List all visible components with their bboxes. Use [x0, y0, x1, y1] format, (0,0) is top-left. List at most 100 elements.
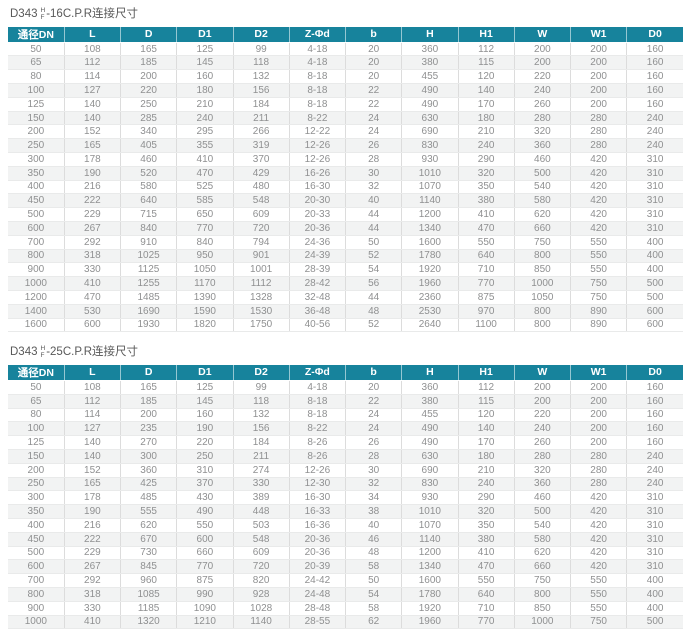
table-cell: 125: [176, 380, 234, 395]
table-cell: 28-42: [289, 276, 347, 291]
table-cell: 12-26: [289, 138, 347, 153]
table-cell: 200: [570, 69, 628, 85]
column-header: b: [345, 364, 403, 381]
table-cell: 930: [401, 490, 459, 506]
fraction-top: H: [40, 345, 46, 353]
table-cell: 290: [458, 490, 515, 506]
table-cell: 165: [120, 380, 178, 395]
table-cell: 550: [570, 587, 628, 602]
table-cell: 1200: [8, 290, 65, 305]
table-cell: 190: [64, 166, 122, 181]
table-cell: 503: [233, 518, 290, 533]
column-header: H1: [458, 26, 515, 43]
table-cell: 1780: [401, 249, 459, 264]
table-row: 100 127 235 190 156 8-22 24 490 140 240 200 160: [8, 421, 683, 437]
table-cell: 930: [401, 152, 459, 167]
table-cell: 600: [626, 304, 683, 319]
table-cell: 20-39: [289, 559, 347, 575]
title-suffix: -25C.P.R连接尺寸: [46, 346, 139, 359]
table-cell: 370: [233, 152, 290, 167]
table-cell: 229: [64, 207, 122, 222]
table-cell: 320: [514, 124, 572, 140]
table-row: 450 222 670 600 548 20-36 46 1140 380 580 420 310: [8, 532, 683, 547]
table-cell: 240: [176, 111, 234, 126]
table-cell: 1920: [401, 262, 459, 278]
table-cell: 580: [120, 180, 178, 195]
table-cell: 250: [8, 138, 65, 153]
table-cell: 1390: [176, 290, 234, 305]
table-cell: 200: [570, 421, 628, 437]
table-cell: 40: [345, 518, 403, 533]
table-cell: 1000: [8, 276, 65, 291]
pn25-table-section: D343 H F -25C.P.R连接尺寸 通径DN L D D1 D2 Z-Φd b H H1…: [8, 346, 683, 630]
table-row: 600 267 845 770 720 20-39 58 1340 470 660 420 310: [8, 559, 683, 575]
table-cell: 600: [8, 221, 65, 236]
table-cell: 184: [233, 435, 290, 450]
table-cell: 200: [570, 97, 628, 112]
table-cell: 32: [345, 477, 403, 492]
table-cell: 400: [8, 518, 65, 533]
table-row: 700 292 910 840 794 24-36 50 1600 550 750 550 400: [8, 235, 683, 250]
table-cell: 800: [514, 318, 572, 333]
table-cell: 609: [233, 207, 290, 222]
table-cell: 480: [233, 180, 290, 195]
table-cell: 12-26: [289, 463, 347, 478]
table-cell: 40-56: [289, 318, 347, 333]
table-cell: 1000: [514, 276, 572, 291]
table-cell: 50: [8, 380, 65, 395]
table-cell: 1070: [401, 518, 459, 533]
table-header: 通径DN L D D1 D2 Z-Φd b H H1 W W1 D0: [8, 26, 683, 43]
pn25-table-title: D343 H F -25C.P.R连接尺寸: [10, 346, 683, 360]
table-cell: 928: [233, 587, 290, 602]
table-cell: 410: [64, 615, 122, 630]
table-row: 1400 530 1690 1590 1530 36-48 48 2530 970 800 890 6…: [8, 304, 683, 319]
table-cell: 50: [345, 573, 403, 588]
table-cell: 550: [570, 235, 628, 250]
table-cell: 600: [64, 318, 122, 333]
table-row: 400 216 620 550 503 16-36 40 1070 350 540 420 310: [8, 518, 683, 533]
table-cell: 1920: [401, 601, 459, 616]
table-cell: 1255: [120, 276, 178, 291]
table-cell: 580: [514, 532, 572, 547]
table-cell: 500: [626, 615, 683, 630]
table-cell: 1530: [233, 304, 290, 319]
table-cell: 216: [64, 518, 122, 533]
table-cell: 320: [458, 166, 515, 181]
table-cell: 20-36: [289, 546, 347, 561]
table-cell: 450: [8, 532, 65, 547]
table-cell: 120: [458, 69, 515, 85]
table-cell: 280: [570, 124, 628, 140]
table-row: 350 190 520 470 429 16-26 30 1010 320 500 420 310: [8, 166, 683, 181]
table-row: 450 222 640 585 548 20-30 40 1140 380 580 420 310: [8, 193, 683, 209]
table-cell: 320: [514, 463, 572, 478]
table-cell: 318: [64, 249, 122, 264]
table-cell: 28-55: [289, 615, 347, 630]
column-header: b: [345, 26, 403, 43]
table-cell: 300: [8, 152, 65, 167]
table-row: 500 229 715 650 609 20-33 44 1200 410 620 420 310: [8, 207, 683, 222]
table-cell: 470: [458, 221, 515, 236]
table-cell: 490: [176, 504, 234, 519]
table-cell: 28: [345, 152, 403, 167]
table-cell: 180: [176, 83, 234, 98]
table-row: 125 140 250 210 184 8-18 22 490 170 260 200 160: [8, 97, 683, 112]
table-cell: 420: [570, 193, 628, 209]
table-cell: 160: [626, 394, 683, 409]
table-cell: 210: [458, 124, 515, 140]
table-cell: 140: [64, 449, 122, 464]
table-cell: 640: [458, 587, 515, 602]
table-cell: 65: [8, 55, 65, 71]
table-cell: 1600: [401, 235, 459, 250]
table-cell: 120: [458, 408, 515, 423]
table-cell: 1112: [233, 276, 290, 291]
table-cell: 525: [176, 180, 234, 195]
table-cell: 500: [8, 207, 65, 222]
column-header: D1: [176, 364, 234, 381]
table-cell: 700: [8, 235, 65, 250]
table-cell: 62: [345, 615, 403, 630]
table-row: 1000 410 1320 1210 1140 28-55 62 1960 770 1000 750…: [8, 615, 683, 630]
table-cell: 211: [233, 111, 290, 126]
table-cell: 200: [514, 394, 572, 409]
table-cell: 548: [233, 532, 290, 547]
fraction-bottom: F: [40, 352, 45, 360]
